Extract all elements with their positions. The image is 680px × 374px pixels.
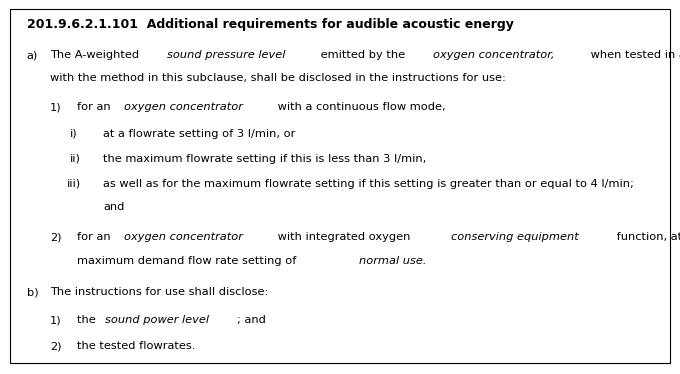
- Text: sound power level: sound power level: [105, 315, 209, 325]
- Text: when tested in accordance: when tested in accordance: [587, 50, 680, 60]
- Text: oxygen concentrator: oxygen concentrator: [124, 102, 243, 112]
- Text: for an: for an: [77, 232, 114, 242]
- Text: The instructions for use shall disclose:: The instructions for use shall disclose:: [50, 287, 269, 297]
- Text: function, at the: function, at the: [613, 232, 680, 242]
- Text: iii): iii): [67, 179, 81, 189]
- Text: normal use.: normal use.: [359, 256, 426, 266]
- Text: i): i): [70, 129, 78, 139]
- Text: ii): ii): [70, 154, 81, 164]
- Text: oxygen concentrator,: oxygen concentrator,: [433, 50, 555, 60]
- Text: 2): 2): [50, 341, 62, 352]
- Text: with the method in this subclause, shall be disclosed in the instructions for us: with the method in this subclause, shall…: [50, 73, 506, 83]
- Text: with integrated oxygen: with integrated oxygen: [274, 232, 414, 242]
- Text: b): b): [27, 287, 38, 297]
- Text: oxygen concentrator: oxygen concentrator: [124, 232, 243, 242]
- Text: The A-weighted: The A-weighted: [50, 50, 143, 60]
- Text: at a flowrate setting of 3 l/min, or: at a flowrate setting of 3 l/min, or: [103, 129, 296, 139]
- Text: as well as for the maximum flowrate setting if this setting is greater than or e: as well as for the maximum flowrate sett…: [103, 179, 634, 189]
- Text: 1): 1): [50, 315, 62, 325]
- Text: and: and: [103, 202, 125, 212]
- Text: 201.9.6.2.1.101  Additional requirements for audible acoustic energy: 201.9.6.2.1.101 Additional requirements …: [27, 18, 513, 31]
- Text: sound pressure level: sound pressure level: [167, 50, 286, 60]
- Text: the: the: [77, 315, 99, 325]
- Text: maximum demand flow rate setting of: maximum demand flow rate setting of: [77, 256, 300, 266]
- Text: emitted by the: emitted by the: [317, 50, 409, 60]
- Text: the maximum flowrate setting if this is less than 3 l/min,: the maximum flowrate setting if this is …: [103, 154, 426, 164]
- Text: ; and: ; and: [237, 315, 265, 325]
- Text: for an: for an: [77, 102, 114, 112]
- Text: with a continuous flow mode,: with a continuous flow mode,: [274, 102, 446, 112]
- Text: the tested flowrates.: the tested flowrates.: [77, 341, 195, 352]
- Text: conserving equipment: conserving equipment: [452, 232, 579, 242]
- Text: a): a): [27, 50, 38, 60]
- Text: 1): 1): [50, 102, 62, 112]
- Text: 2): 2): [50, 232, 62, 242]
